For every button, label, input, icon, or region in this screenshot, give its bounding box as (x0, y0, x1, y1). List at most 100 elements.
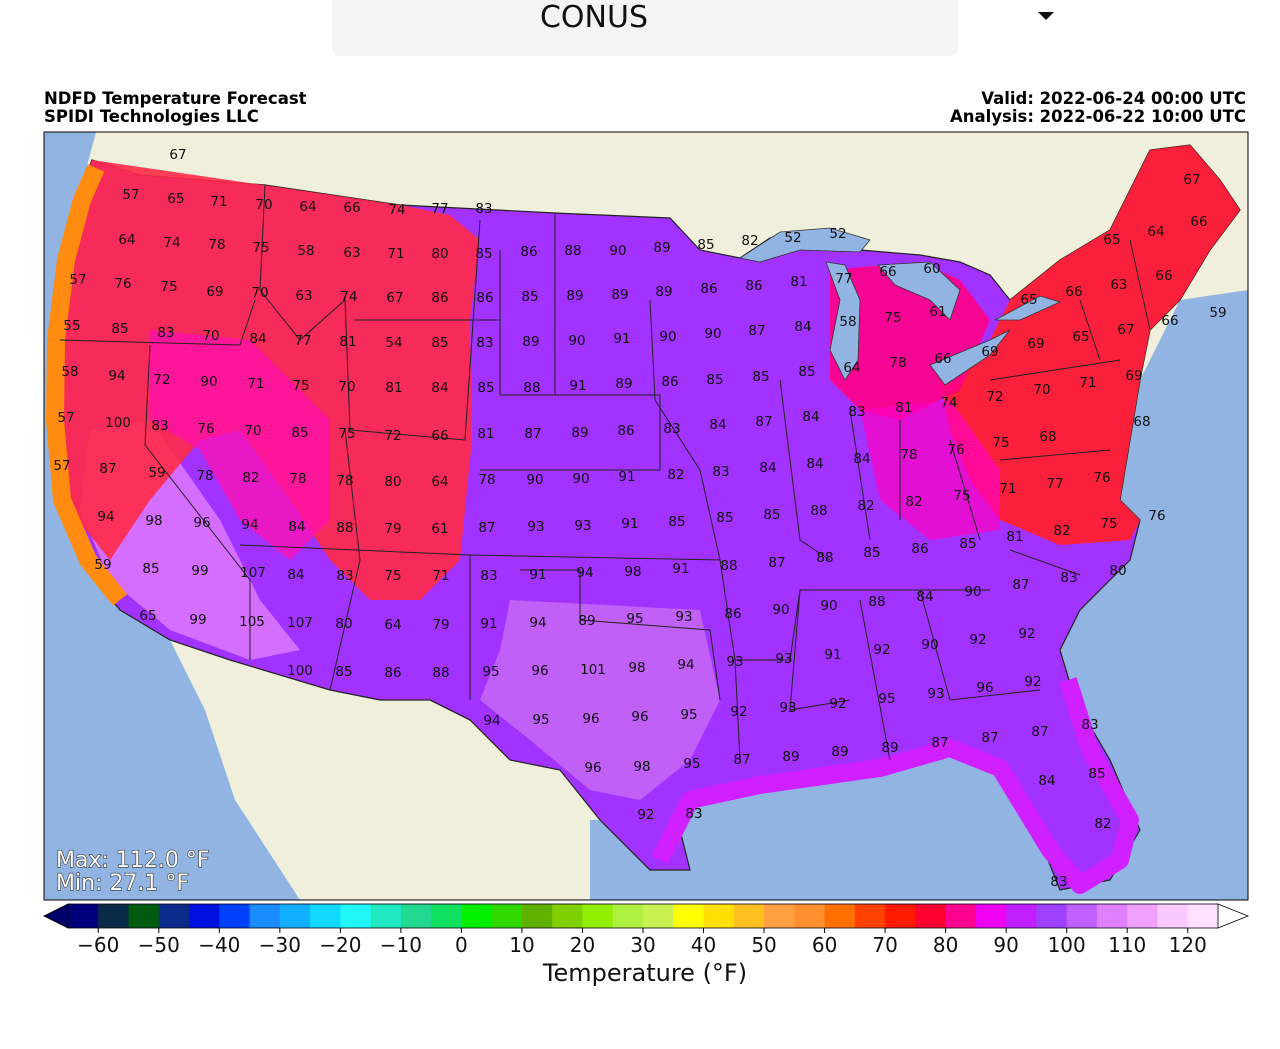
station-temp: 82 (667, 467, 684, 483)
station-temp: 74 (388, 202, 405, 218)
colorbar-tick-label: −10 (380, 933, 422, 957)
colorbar-bin (370, 904, 402, 928)
station-temp: 65 (1020, 292, 1037, 308)
station-labels: 67 57 65 71 70 64 66 74 77 83 64 74 78 75 58 63 71 80 85 86… (53, 147, 1226, 890)
station-temp: 101 (580, 662, 606, 678)
pacific-ocean (44, 132, 300, 900)
station-temp: 90 (820, 598, 837, 614)
station-temp: 92 (969, 632, 986, 648)
station-temp: 85 (1088, 766, 1105, 782)
station-temp: 87 (748, 323, 765, 339)
colorbar-tick-label: −30 (259, 933, 301, 957)
colorbar-bin (915, 904, 947, 928)
station-temp: 70 (251, 285, 268, 301)
colorbar-bin (975, 904, 1007, 928)
station-temp: 96 (531, 663, 548, 679)
station-temp: 57 (122, 187, 139, 203)
station-temp: 84 (249, 331, 266, 347)
station-temp: 93 (927, 686, 944, 702)
station-temp: 78 (289, 471, 306, 487)
station-temp: 95 (878, 691, 895, 707)
station-temp: 107 (240, 565, 266, 581)
station-temp: 83 (157, 325, 174, 341)
station-temp: 91 (824, 647, 841, 663)
station-temp: 90 (772, 602, 789, 618)
colorbar-bin (854, 904, 886, 928)
station-temp: 96 (584, 760, 601, 776)
colorbar-tick-label: −60 (77, 933, 119, 957)
station-temp: 86 (431, 290, 448, 306)
station-temp: 79 (384, 521, 401, 537)
station-temp: 75 (884, 310, 901, 326)
station-temp: 85 (111, 321, 128, 337)
station-temp: 71 (247, 376, 264, 392)
station-temp: 91 (569, 378, 586, 394)
station-temp: 93 (675, 609, 692, 625)
station-temp: 90 (964, 584, 981, 600)
station-temp: 84 (709, 417, 726, 433)
colorbar: −60 −50 −40 −30 −20 −10 0 10 20 30 40 50 60 70 80 90 100… (43, 903, 1250, 957)
station-temp: 86 (724, 606, 741, 622)
station-temp: 80 (1109, 563, 1126, 579)
colorbar-tick-label: 30 (630, 933, 655, 957)
station-temp: 90 (568, 333, 585, 349)
station-temp: 87 (524, 426, 541, 442)
station-temp: 84 (806, 456, 823, 472)
station-temp: 84 (802, 409, 819, 425)
station-temp: 78 (208, 237, 225, 253)
station-temp: 94 (108, 368, 125, 384)
atlantic-gulf (590, 290, 1248, 900)
station-temp: 85 (668, 514, 685, 530)
analysis-time: Analysis: 2022-06-22 10:00 UTC (950, 107, 1246, 126)
station-temp: 98 (628, 660, 645, 676)
colorbar-tick-label: 110 (1108, 933, 1146, 957)
station-temp: 81 (895, 400, 912, 416)
colorbar-tick-label: 10 (509, 933, 534, 957)
station-temp: 83 (1060, 570, 1077, 586)
station-temp: 63 (295, 288, 312, 304)
station-temp: 64 (118, 232, 135, 248)
colorbar-tick-label: 20 (570, 933, 595, 957)
colorbar-bin (98, 904, 130, 928)
colorbar-tick-label: 100 (1048, 933, 1086, 957)
station-temp: 84 (853, 451, 870, 467)
station-temp: 70 (255, 197, 272, 213)
station-temp: 90 (572, 471, 589, 487)
station-temp: 76 (197, 421, 214, 437)
station-temp: 70 (202, 328, 219, 344)
station-temp: 66 (934, 351, 951, 367)
station-temp: 89 (578, 613, 595, 629)
colorbar-bin (461, 904, 493, 928)
station-temp: 85 (763, 507, 780, 523)
mild-ohio (860, 400, 1000, 540)
station-temp: 59 (148, 465, 165, 481)
station-temp: 86 (745, 278, 762, 294)
station-temp: 84 (287, 567, 304, 583)
station-temp: 78 (478, 472, 495, 488)
region-dropdown[interactable]: CONUS (332, 0, 1054, 56)
station-temp: 95 (683, 756, 700, 772)
station-temp: 85 (431, 335, 448, 351)
station-temp: 96 (976, 680, 993, 696)
station-temp: 88 (564, 243, 581, 259)
colorbar-bin (612, 904, 644, 928)
colorbar-tick-label: −40 (198, 933, 240, 957)
station-temp: 89 (571, 425, 588, 441)
station-temp: 91 (613, 331, 630, 347)
station-temp: 77 (294, 333, 311, 349)
station-temp: 85 (291, 425, 308, 441)
station-temp: 52 (829, 226, 846, 242)
dropdown-caret[interactable] (1036, 0, 1056, 36)
station-temp: 78 (336, 473, 353, 489)
station-temp: 83 (151, 418, 168, 434)
dropdown-label[interactable]: CONUS (539, 0, 648, 35)
station-temp: 89 (653, 240, 670, 256)
station-temp: 83 (475, 201, 492, 217)
colorbar-tick-label: 90 (993, 933, 1018, 957)
station-temp: 98 (624, 564, 641, 580)
station-temp: 82 (1094, 816, 1111, 832)
station-temp: 89 (881, 740, 898, 756)
colorbar-tick-label: 120 (1169, 933, 1207, 957)
station-temp: 75 (338, 426, 355, 442)
station-temp: 55 (63, 318, 80, 334)
